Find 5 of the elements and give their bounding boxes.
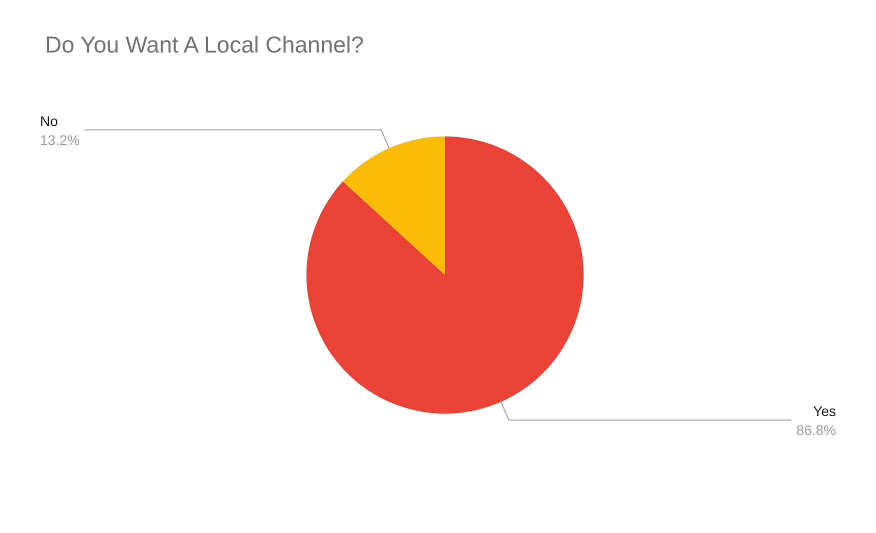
data-label: 86.8% xyxy=(796,422,836,438)
slice-label: No xyxy=(40,112,58,129)
slice-label: Yes xyxy=(813,403,836,420)
data-label: 13.2% xyxy=(40,132,80,148)
chart-title: Do You Want A Local Channel? xyxy=(45,32,364,58)
